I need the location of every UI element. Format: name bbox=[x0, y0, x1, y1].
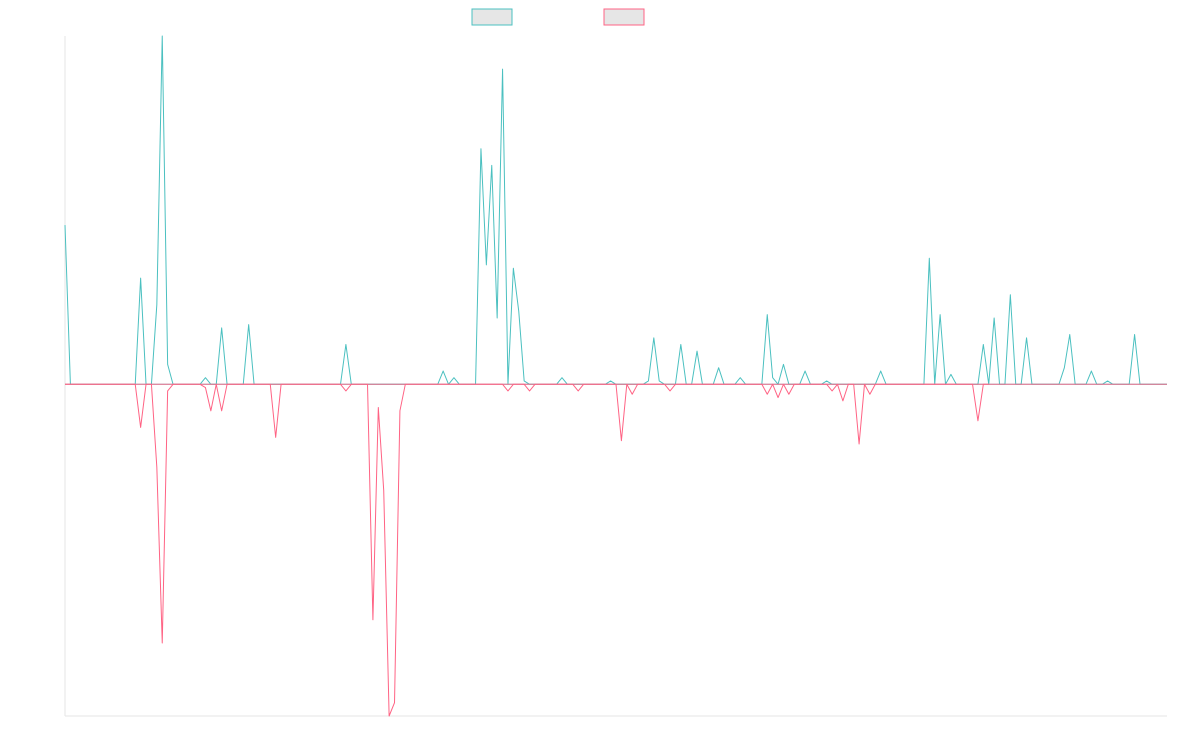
series-1-line[interactable] bbox=[65, 383, 989, 717]
legend-item-0[interactable] bbox=[471, 8, 513, 26]
axes bbox=[64, 36, 1167, 717]
legend-swatch-0[interactable] bbox=[471, 8, 513, 26]
legend[interactable] bbox=[471, 8, 645, 26]
series-layer bbox=[64, 35, 1167, 717]
series-0 bbox=[64, 35, 1167, 385]
legend-item-1[interactable] bbox=[603, 8, 645, 26]
series-0-line[interactable] bbox=[64, 35, 1167, 385]
legend-swatch-1[interactable] bbox=[603, 8, 645, 26]
series-1 bbox=[65, 383, 1167, 717]
